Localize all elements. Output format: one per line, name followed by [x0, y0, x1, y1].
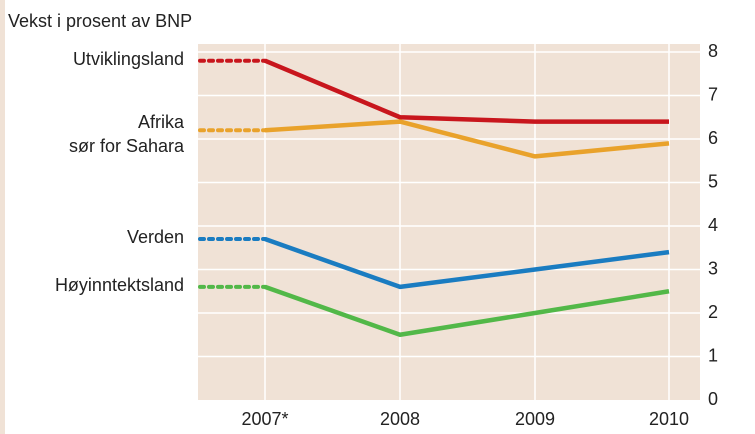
y-tick-label: 2: [708, 302, 718, 322]
series-label: Høyinntektsland: [54, 274, 184, 295]
x-tick-label: 2010: [649, 409, 689, 429]
series-label: Verden: [126, 227, 184, 248]
y-tick-label: 0: [708, 389, 718, 409]
series-line: [264, 236, 670, 290]
x-tick-label: 2009: [515, 409, 555, 429]
chart-title: Vekst i prosent av BNP: [8, 11, 192, 31]
y-tick-label: 7: [708, 84, 718, 104]
series-line: [264, 58, 669, 124]
series-line: [264, 119, 670, 159]
plot-background: [198, 44, 700, 400]
series-line: [264, 284, 670, 337]
y-tick-label: 3: [708, 258, 718, 278]
series-label: Afrika sør for Sahara: [68, 112, 184, 157]
side-strip: [0, 0, 5, 434]
y-tick-label: 6: [708, 128, 718, 148]
series-label: Utviklingsland: [72, 48, 184, 69]
x-tick-label: 2008: [380, 409, 420, 429]
y-tick-label: 4: [708, 215, 718, 235]
y-tick-label: 5: [708, 171, 718, 191]
y-tick-label: 1: [708, 345, 718, 365]
y-tick-label: 8: [708, 41, 718, 61]
x-tick-label: 2007*: [241, 409, 288, 429]
